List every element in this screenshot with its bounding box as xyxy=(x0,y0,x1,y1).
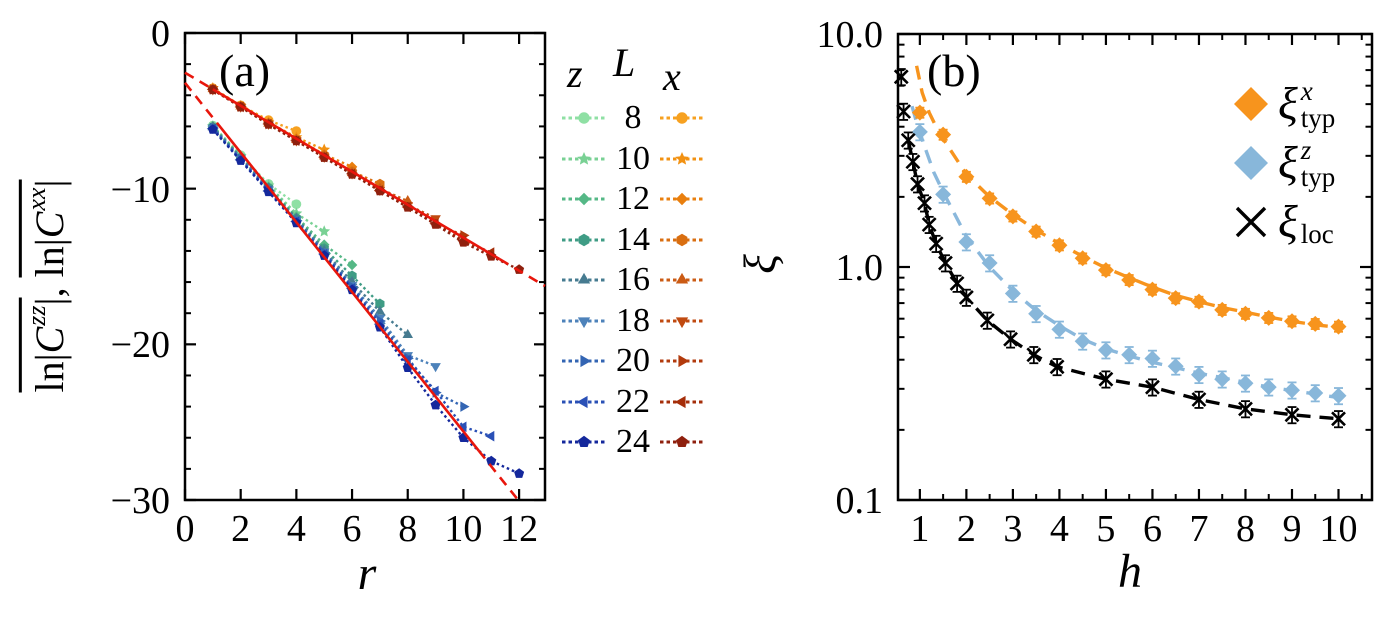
panel-b-x-axis-label: h xyxy=(1118,545,1142,598)
legend-a-size-label: 8 xyxy=(624,99,642,136)
legend-a-row-L22: 22 xyxy=(561,382,705,422)
legend-a-x-triangle-up-icon xyxy=(660,273,704,284)
legend-a-size-label: 24 xyxy=(616,423,650,461)
panel-a-x-axis-label: r xyxy=(357,547,377,600)
legend-a-size-label: 18 xyxy=(616,301,650,339)
series-xi_typ_z xyxy=(911,123,1347,406)
series-xx-L12 xyxy=(207,83,358,173)
legend-a-x-star-icon xyxy=(660,151,704,165)
legend-a-z-triangle-left-icon xyxy=(562,395,606,409)
legend-a-size-label: 20 xyxy=(616,342,650,380)
legend-a-z-star-icon xyxy=(562,151,606,165)
zz-fit-line xyxy=(183,82,520,501)
panel-a-xtick-12: 12 xyxy=(500,508,539,550)
panel-b-ytick-1: 1.0 xyxy=(835,247,884,289)
legend-a-x-triangle-right-icon xyxy=(660,355,704,368)
panel-b-xtick-1: 1 xyxy=(910,508,930,550)
legend-b-row-xi_loc: ξ loc xyxy=(1226,194,1334,250)
legend-a-x-circle-icon xyxy=(660,112,704,124)
panel-a-xtick-10: 10 xyxy=(444,508,483,550)
panel-b-xtick-3: 3 xyxy=(1003,508,1023,550)
panel-a-tag: (a) xyxy=(219,45,271,96)
series-xi_loc xyxy=(893,68,1346,429)
panel-b-xtick-8: 8 xyxy=(1235,508,1255,550)
legend-b-label-xi_typ_x: ξ x typ xyxy=(1278,76,1336,133)
panel-b-xtick-9: 9 xyxy=(1282,508,1302,550)
panel-b-xtick-2: 2 xyxy=(956,508,976,550)
legend-a-size-label: 12 xyxy=(616,180,650,218)
series-xi_typ_x xyxy=(911,104,1347,335)
series-zz-L12 xyxy=(207,121,358,271)
legend-a-row-L8: 8 xyxy=(561,98,705,138)
panel-b-xtick-5: 5 xyxy=(1096,508,1116,550)
legend-a-z-pentagon-icon xyxy=(562,436,606,448)
legend-a-row-L10: 10 xyxy=(561,139,705,179)
legend-a-x-hexagon-icon xyxy=(660,233,704,246)
xx-fit-line xyxy=(184,71,546,288)
legend-a-row-L20: 20 xyxy=(561,341,705,381)
panel-a-ytick-0: 0 xyxy=(151,13,170,55)
legend-b-row-xi_typ_z: ξ z typ xyxy=(1226,135,1335,191)
legend-a-z-circle-icon xyxy=(562,112,606,124)
legend-b-diamond-icon xyxy=(1234,87,1268,121)
legend-a-z-diamond-icon xyxy=(562,192,606,206)
panel-a-xtick-4: 4 xyxy=(286,508,306,550)
panel-b-xtick-10: 10 xyxy=(1319,508,1358,550)
legend-a-row-L12: 12 xyxy=(561,179,705,219)
panel-a-ytick--10: −10 xyxy=(110,168,170,211)
panel-a-xtick-6: 6 xyxy=(342,508,362,550)
legend-a-row-L14: 14 xyxy=(561,220,705,260)
panel-a-ytick--20: −20 xyxy=(110,324,170,367)
panel-b-ytick-10: 10.0 xyxy=(816,14,884,56)
xi_typ_z-fit-line xyxy=(910,105,1339,400)
legend-a-x-triangle-down-icon xyxy=(660,317,704,328)
legend-a-header-L: L xyxy=(613,40,636,85)
panel-a-xtick-8: 8 xyxy=(398,508,418,550)
legend-a-z-hexagon-icon xyxy=(562,233,606,246)
legend-a-z-triangle-down-icon xyxy=(562,317,606,328)
legend-a-row-L18: 18 xyxy=(561,301,705,341)
legend-b-label-xi_loc: ξ loc xyxy=(1278,196,1334,249)
legend-b-x-cross-icon xyxy=(1235,206,1267,238)
legend-a-z-triangle-right-icon xyxy=(562,355,606,368)
legend-b-diamond-icon xyxy=(1234,146,1268,180)
panel-b-plot xyxy=(893,32,1374,502)
panel-b-tag: (b) xyxy=(927,45,981,96)
legend-a-size-label: 14 xyxy=(616,220,650,258)
legend-a-row-L24: 24 xyxy=(561,422,705,462)
panel-a-xtick-0: 0 xyxy=(175,508,195,550)
panel-a-ytick--30: −30 xyxy=(110,480,170,522)
legend-a-x-triangle-left-icon xyxy=(660,395,704,409)
legend-a-size-label: 22 xyxy=(616,382,650,420)
panel-b-xtick-4: 4 xyxy=(1049,508,1069,550)
legend-b-label-xi_typ_z: ξ z typ xyxy=(1278,135,1336,192)
legend-a-header-z: z xyxy=(567,51,583,96)
legend-a-size-label: 10 xyxy=(616,139,650,177)
legend-a-size-label: 16 xyxy=(616,261,650,299)
panel-a-plot xyxy=(183,31,547,502)
panel-b-xtick-6: 6 xyxy=(1142,508,1162,550)
legend-b-row-xi_typ_x: ξ x typ xyxy=(1226,76,1335,132)
legend-a-header-x: x xyxy=(663,54,681,99)
legend-a-x-diamond-icon xyxy=(660,192,704,206)
panel-a-xtick-2: 2 xyxy=(231,508,251,550)
panel-b-ytick-0.1: 0.1 xyxy=(835,480,884,522)
legend-a-x-pentagon-icon xyxy=(660,436,704,448)
legend-a-row-L16: 16 xyxy=(561,260,705,300)
legend-a-z-triangle-up-icon xyxy=(562,273,606,284)
panel-b-xtick-7: 7 xyxy=(1189,508,1209,550)
ylabel-separator: , xyxy=(27,277,73,298)
